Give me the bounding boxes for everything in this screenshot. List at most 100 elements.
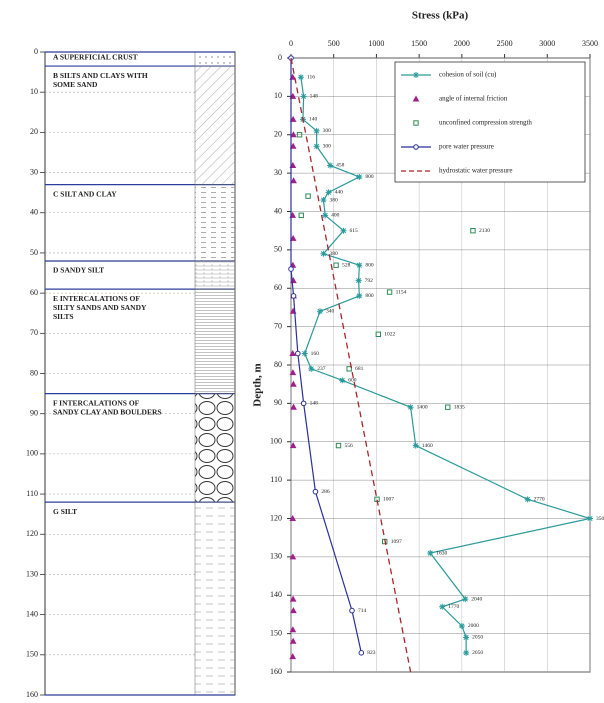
y-tick-label: 120 — [270, 513, 282, 522]
layer-hatch — [194, 184, 236, 262]
value-label: 380 — [329, 251, 338, 257]
value-label: 1022 — [384, 332, 395, 338]
y-tick-label: 160 — [26, 690, 38, 699]
value-label: 1007 — [383, 497, 394, 503]
star-marker — [300, 93, 307, 100]
star-marker — [320, 196, 327, 203]
star-marker — [340, 227, 347, 234]
y-tick-label: 30 — [274, 168, 282, 177]
y-tick-label: 150 — [26, 650, 38, 659]
star-marker — [412, 442, 419, 449]
layer-hatch — [194, 501, 236, 696]
y-tick-label: 140 — [270, 590, 282, 599]
y-tick-label: 130 — [26, 569, 38, 578]
y-tick-label: 20 — [274, 130, 282, 139]
value-label: 440 — [335, 190, 344, 196]
x-tick-label: 2500 — [497, 39, 513, 48]
layer-label: SILTY SANDS AND SANDY — [53, 303, 147, 312]
legend-label: pore water pressure — [439, 143, 494, 151]
value-label: 2000 — [468, 623, 479, 629]
value-label: 2050 — [472, 635, 483, 641]
x-tick-label: 3000 — [539, 39, 555, 48]
star-marker — [325, 189, 332, 196]
x-axis-title: Stress (kPa) — [412, 10, 469, 22]
star-marker — [463, 634, 470, 641]
series-line — [290, 57, 412, 673]
star-marker — [413, 72, 419, 78]
stress-chart: Stress (kPa) Depth, m 0 500 1000 1500 2000 25… — [252, 10, 604, 676]
y-tick-label: 90 — [274, 398, 282, 407]
value-label: 160 — [311, 351, 320, 357]
value-label: 300 — [323, 144, 332, 150]
layer-hatch — [194, 393, 236, 503]
star-marker — [407, 404, 414, 411]
circle-marker — [290, 293, 297, 299]
star-marker — [313, 143, 320, 150]
circle-marker — [413, 144, 419, 150]
y-tick-label: 110 — [26, 489, 38, 498]
value-label: 148 — [310, 94, 319, 100]
layer-hatch — [194, 288, 236, 394]
triangle-marker — [289, 349, 297, 356]
y-tick-label: 160 — [270, 667, 282, 676]
x-tick-label: 2000 — [454, 39, 470, 48]
y-tick-label: 140 — [26, 609, 38, 618]
y-tick-label: 30 — [30, 167, 38, 176]
value-label: 2130 — [479, 228, 490, 234]
y-tick-label: 90 — [30, 409, 38, 418]
value-label: 140 — [309, 117, 318, 123]
y-tick-label: 60 — [30, 288, 38, 297]
star-marker — [313, 127, 320, 134]
layer-hatch — [194, 260, 236, 290]
value-label: 714 — [358, 608, 367, 614]
star-marker — [458, 622, 465, 629]
layer-hatch — [194, 65, 236, 185]
star-marker — [356, 173, 363, 180]
star-marker — [317, 308, 324, 315]
value-label: 458 — [336, 163, 345, 169]
x-tick-label: 3500 — [582, 39, 598, 48]
triangle-marker — [289, 161, 297, 168]
star-marker — [322, 212, 329, 219]
value-label: 1154 — [396, 289, 407, 295]
value-label: 237 — [317, 366, 326, 372]
y-tick-label: 80 — [274, 360, 282, 369]
x-tick-label: 1500 — [411, 39, 427, 48]
y-tick-label: 40 — [30, 208, 38, 217]
value-label: 1400 — [417, 404, 428, 410]
y-tick-label: 0 — [34, 47, 38, 56]
y-tick-label: 130 — [270, 552, 282, 561]
star-marker — [524, 496, 531, 503]
square-marker — [386, 289, 393, 295]
layer-label: SOME SAND — [53, 80, 98, 89]
value-label: 380 — [329, 197, 338, 203]
square-marker — [298, 212, 304, 219]
star-marker — [356, 292, 363, 299]
y-tick-label: 110 — [270, 475, 282, 484]
triangle-marker — [289, 626, 297, 633]
value-label: 1097 — [391, 539, 402, 545]
triangle-marker — [289, 142, 297, 149]
y-tick-label: 10 — [30, 87, 38, 96]
value-label: 148 — [310, 401, 319, 407]
square-marker — [470, 227, 476, 234]
triangle-marker — [290, 403, 297, 410]
star-marker — [320, 250, 327, 257]
triangle-marker — [290, 177, 297, 184]
y-tick-label: 40 — [274, 206, 282, 215]
value-label: 800 — [365, 262, 374, 268]
value-label: 800 — [365, 293, 374, 299]
y-tick-label: 60 — [274, 283, 282, 292]
star-marker — [339, 377, 346, 384]
triangle-marker — [290, 607, 297, 614]
layer-label: D SANDY SILT — [53, 266, 104, 275]
value-label: 1770 — [448, 604, 459, 610]
star-marker — [439, 603, 446, 610]
value-label: 528 — [342, 262, 351, 268]
circle-marker — [349, 607, 355, 614]
square-marker — [346, 366, 352, 372]
y-tick-label: 50 — [274, 245, 282, 254]
layer-label: A SUPERFICIAL CRUST — [53, 53, 138, 62]
triangle-marker — [289, 514, 297, 521]
